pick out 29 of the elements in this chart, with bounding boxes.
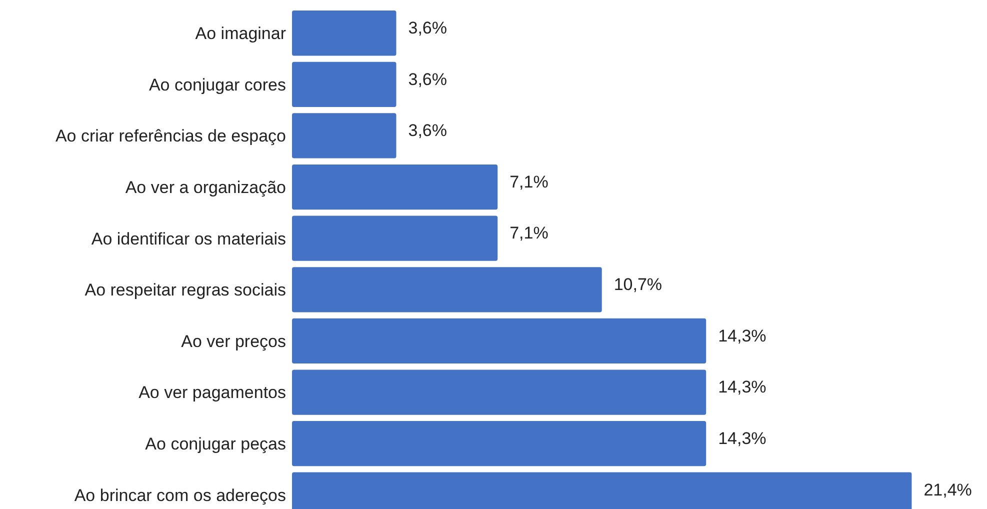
data-label: 3,6% <box>408 18 447 38</box>
y-tick-label: Ao imaginar <box>195 24 286 44</box>
bar <box>292 10 396 56</box>
bar <box>292 164 498 210</box>
bar <box>292 370 706 415</box>
data-label: 3,6% <box>408 121 447 140</box>
y-tick-label: Ao ver pagamentos <box>138 383 286 402</box>
data-label: 7,1% <box>510 172 548 192</box>
y-tick-label: Ao ver preços <box>181 332 286 351</box>
data-label: 14,3% <box>718 326 766 346</box>
bar <box>292 421 706 466</box>
y-tick-label: Ao conjugar cores <box>148 75 286 94</box>
data-label: 21,4% <box>924 480 972 500</box>
y-tick-label: Ao criar referências de espaço <box>55 126 286 146</box>
y-tick-label: Ao ver a organização <box>125 178 286 197</box>
data-label: 14,3% <box>718 428 766 448</box>
bar <box>292 62 396 107</box>
bar <box>292 113 396 158</box>
data-label: 7,1% <box>510 224 548 243</box>
y-tick-label: Ao conjugar peças <box>145 434 286 454</box>
bar <box>292 267 602 312</box>
bar <box>292 318 706 364</box>
data-label: 3,6% <box>408 70 447 89</box>
y-tick-label: Ao respeitar regras sociais <box>84 280 286 300</box>
bar <box>292 216 498 261</box>
y-tick-label: Ao identificar os materiais <box>91 229 286 248</box>
data-label: 10,7% <box>614 275 662 294</box>
data-label: 14,3% <box>718 378 766 397</box>
y-tick-label: Ao brincar com os adereços <box>74 486 286 505</box>
